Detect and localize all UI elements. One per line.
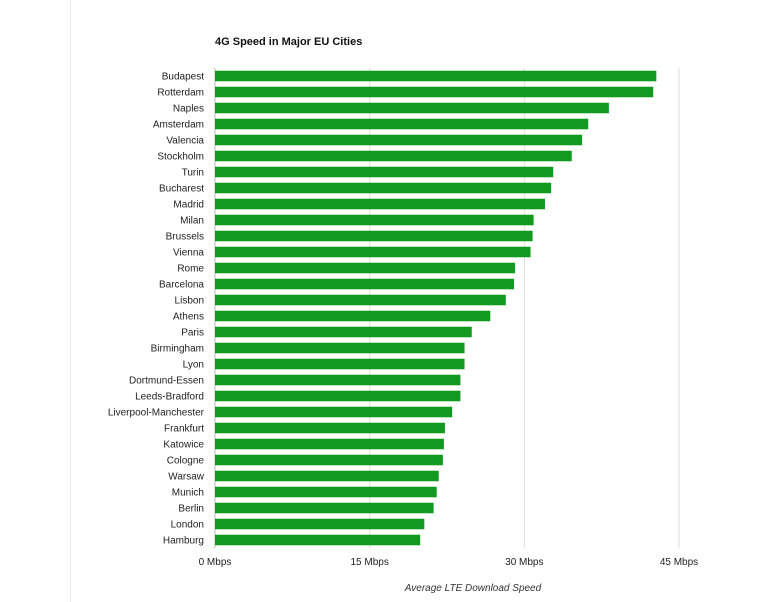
- category-label: Cologne: [167, 456, 205, 467]
- category-label: London: [171, 520, 204, 531]
- bar-lyon: [215, 358, 465, 370]
- category-label: Rotterdam: [157, 88, 204, 99]
- category-label: Milan: [180, 216, 204, 227]
- category-label: Lisbon: [175, 296, 204, 307]
- bar-amsterdam: [215, 118, 589, 130]
- category-label: Madrid: [173, 200, 204, 211]
- bar-dortmund-essen: [215, 374, 461, 386]
- x-axis-title: Average LTE Download Speed: [404, 583, 542, 594]
- bar-leeds-bradford: [215, 390, 461, 402]
- x-tick-label: 15 Mbps: [350, 557, 388, 568]
- left-border-line: [70, 0, 71, 602]
- category-label: Stockholm: [157, 152, 204, 163]
- category-label: Vienna: [173, 248, 204, 259]
- category-label: Valencia: [166, 136, 204, 147]
- category-label: Budapest: [162, 72, 204, 83]
- category-label: Rome: [177, 264, 204, 275]
- category-label: Warsaw: [168, 472, 205, 483]
- bar-paris: [215, 326, 472, 338]
- bar-katowice: [215, 438, 444, 450]
- category-label: Hamburg: [163, 536, 204, 547]
- category-label: Barcelona: [159, 280, 204, 291]
- bar-athens: [215, 310, 491, 322]
- bar-valencia: [215, 134, 583, 146]
- category-label: Frankfurt: [164, 424, 204, 435]
- x-tick-label: 30 Mbps: [505, 557, 543, 568]
- category-label: Amsterdam: [153, 120, 204, 131]
- category-label: Katowice: [163, 440, 204, 451]
- bar-bucharest: [215, 182, 552, 194]
- bar-brussels: [215, 230, 533, 242]
- bar-berlin: [215, 502, 434, 514]
- category-label: Birmingham: [151, 344, 204, 355]
- category-label: Athens: [173, 312, 204, 323]
- bar-munich: [215, 486, 437, 498]
- bar-budapest: [215, 70, 657, 82]
- bar-hamburg: [215, 534, 421, 546]
- bar-barcelona: [215, 278, 515, 290]
- bar-naples: [215, 102, 609, 114]
- category-label: Turin: [182, 168, 204, 179]
- x-tick-label: 45 Mbps: [660, 557, 698, 568]
- bar-warsaw: [215, 470, 439, 482]
- bar-frankfurt: [215, 422, 445, 434]
- category-label: Munich: [172, 488, 204, 499]
- category-label: Naples: [173, 104, 204, 115]
- bar-stockholm: [215, 150, 572, 162]
- category-labels: Budapest Rotterdam Naples Amsterdam Valencia…: [108, 72, 205, 547]
- bar-liverpool-manchester: [215, 406, 453, 418]
- bar-turin: [215, 166, 554, 178]
- category-label: Brussels: [166, 232, 204, 243]
- bars: [215, 70, 657, 546]
- chart-title: 4G Speed in Major EU Cities: [215, 36, 363, 48]
- x-tick-labels: 0 Mbps 15 Mbps 30 Mbps 45 Mbps: [199, 557, 699, 568]
- category-label: Paris: [181, 328, 204, 339]
- category-label: Berlin: [178, 504, 204, 515]
- bar-madrid: [215, 198, 545, 210]
- grid-lines: [214, 68, 680, 548]
- bar-birmingham: [215, 342, 465, 354]
- bar-london: [215, 518, 425, 530]
- category-label: Bucharest: [159, 184, 204, 195]
- bar-milan: [215, 214, 534, 226]
- category-label: Lyon: [183, 360, 204, 371]
- category-label: Leeds-Bradford: [135, 392, 204, 403]
- bar-rotterdam: [215, 86, 654, 98]
- bar-lisbon: [215, 294, 506, 306]
- x-tick-label: 0 Mbps: [199, 557, 232, 568]
- category-label: Dortmund-Essen: [129, 376, 204, 387]
- category-label: Liverpool-Manchester: [108, 408, 205, 419]
- bar-cologne: [215, 454, 443, 466]
- bar-rome: [215, 262, 516, 274]
- bar-vienna: [215, 246, 531, 258]
